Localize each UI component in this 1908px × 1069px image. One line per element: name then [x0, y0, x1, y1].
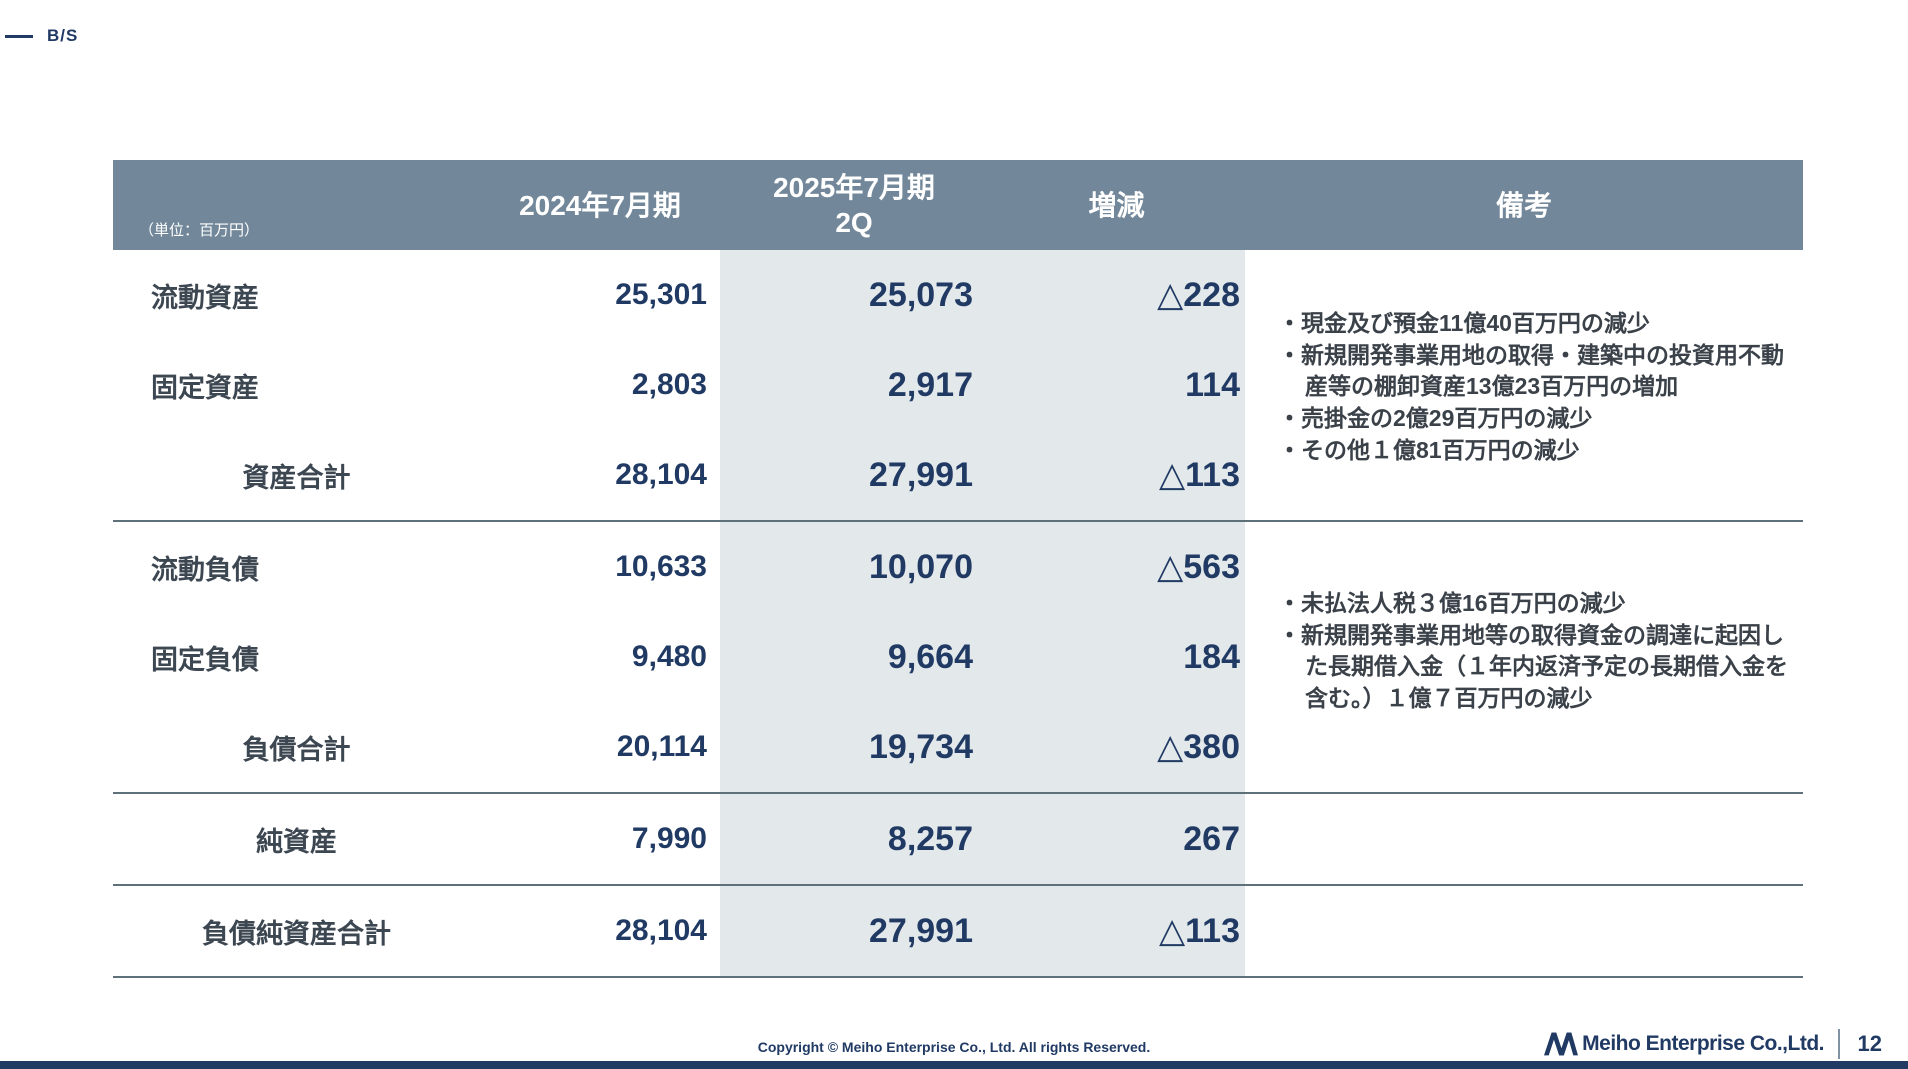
value-change: △113 — [1159, 912, 1240, 950]
balance-sheet-table: （単位：百万円） 2024年7月期 2025年7月期 2Q 増減 備考 流動資産… — [113, 160, 1803, 978]
table-body: 流動資産 25,301 25,073 △228 固定資産 2,803 2,917 114 資産合… — [113, 250, 1803, 978]
row-label: 固定資産 — [151, 372, 259, 403]
value-fy2024: 20,114 — [616, 730, 707, 763]
row-label: 流動資産 — [151, 282, 259, 313]
table-header: （単位：百万円） 2024年7月期 2025年7月期 2Q 増減 備考 — [113, 160, 1803, 250]
row-label: 負債純資産合計 — [202, 918, 391, 949]
table-row: 固定負債 9,480 9,664 184 — [113, 612, 1803, 702]
table-rows: 流動資産 25,301 25,073 △228 固定資産 2,803 2,917 114 資産合… — [113, 250, 1803, 978]
section-divider — [113, 520, 1803, 522]
value-fy2024: 28,104 — [615, 914, 707, 947]
copyright-text: Copyright © Meiho Enterprise Co., Ltd. A… — [757, 1039, 1151, 1055]
table-row: 流動資産 25,301 25,073 △228 — [113, 250, 1803, 340]
page-title: B/S — [47, 26, 79, 45]
value-fy2024: 9,480 — [631, 640, 707, 673]
value-change: 114 — [1185, 365, 1240, 404]
column-header-fy2025-line1: 2025年7月期 — [773, 172, 935, 203]
value-fy2024: 10,633 — [615, 550, 707, 583]
value-change: △113 — [1159, 456, 1240, 494]
table-row: 流動負債 10,633 10,070 △563 — [113, 522, 1803, 612]
row-label: 純資産 — [256, 826, 337, 857]
company-logo: Meiho Enterprise Co.,Ltd. — [1544, 1032, 1824, 1056]
column-header-notes: 備考 — [1495, 189, 1552, 221]
section-divider — [113, 976, 1803, 978]
title-dash-line — [5, 34, 33, 38]
meiho-m-logo-icon — [1544, 1032, 1579, 1056]
highlight-band — [720, 250, 1245, 978]
company-logo-text: Meiho Enterprise Co.,Ltd. — [1582, 1032, 1824, 1055]
value-change: △228 — [1157, 276, 1240, 314]
slide-title: B/S — [5, 26, 78, 46]
value-fy2024: 28,104 — [615, 458, 707, 491]
footer-brand: Meiho Enterprise Co.,Ltd. 12 — [1544, 1029, 1882, 1059]
value-fy2024: 2,803 — [631, 368, 707, 401]
note-item: ・現金及び預金11億40百万円の減少 — [1278, 310, 1650, 336]
row-label: 資産合計 — [242, 462, 351, 493]
table-row: 純資産 7,990 8,257 267 — [113, 794, 1803, 884]
value-change: △563 — [1157, 548, 1240, 586]
note-item: ・未払法人税３億16百万円の減少 — [1278, 590, 1626, 616]
column-header-fy2025-line2: 2Q — [835, 207, 873, 238]
note-item: ・新規開発事業用地の取得・建築中の投資用不動産等の棚卸資産13億23百万円の増加 — [1278, 341, 1784, 400]
column-header-change: 増減 — [1088, 189, 1145, 221]
value-fy2024: 25,301 — [615, 278, 707, 311]
row-label: 流動負債 — [151, 554, 259, 585]
table-row: 固定資産 2,803 2,917 114 — [113, 340, 1803, 430]
table-row: 資産合計 28,104 27,991 △113 — [113, 430, 1803, 520]
value-change: 184 — [1183, 637, 1240, 676]
value-fy2025-2q: 10,070 — [869, 547, 973, 586]
value-fy2025-2q: 27,991 — [869, 455, 973, 494]
value-fy2025-2q: 8,257 — [887, 819, 973, 858]
column-header-fy2024: 2024年7月期 — [519, 189, 681, 221]
section-divider — [113, 792, 1803, 794]
value-change: 267 — [1183, 819, 1240, 858]
table-row: 負債純資産合計 28,104 27,991 △113 — [113, 886, 1803, 976]
page-number: 12 — [1857, 1031, 1882, 1056]
unit-label: （単位：百万円） — [139, 222, 260, 239]
page-number-divider — [1838, 1029, 1840, 1059]
bottom-accent-bar — [0, 1061, 1908, 1069]
value-change: △380 — [1157, 728, 1240, 766]
value-fy2024: 7,990 — [631, 822, 707, 855]
value-fy2025-2q: 27,991 — [869, 911, 973, 950]
column-header-fy2025-2q: 2025年7月期 2Q — [720, 160, 988, 250]
row-label: 負債合計 — [242, 734, 351, 765]
table-row: 負債合計 20,114 19,734 △380 — [113, 702, 1803, 792]
notes-liabilities: ・未払法人税３億16百万円の減少・新規開発事業用地等の取得資金の調達に起因した長… — [1278, 588, 1803, 715]
row-label: 固定負債 — [151, 644, 259, 675]
note-item: ・その他１億81百万円の減少 — [1278, 436, 1580, 463]
value-fy2025-2q: 19,734 — [869, 727, 973, 766]
note-item: ・売掛金の2億29百万円の減少 — [1278, 405, 1593, 432]
notes-assets: ・現金及び預金11億40百万円の減少・新規開発事業用地の取得・建築中の投資用不動… — [1278, 308, 1803, 467]
section-divider — [113, 884, 1803, 886]
value-fy2025-2q: 25,073 — [869, 275, 973, 314]
value-fy2025-2q: 2,917 — [887, 365, 973, 404]
note-item: ・新規開発事業用地等の取得資金の調達に起因した長期借入金（１年内返済予定の長期借… — [1278, 621, 1788, 712]
value-fy2025-2q: 9,664 — [887, 637, 973, 676]
